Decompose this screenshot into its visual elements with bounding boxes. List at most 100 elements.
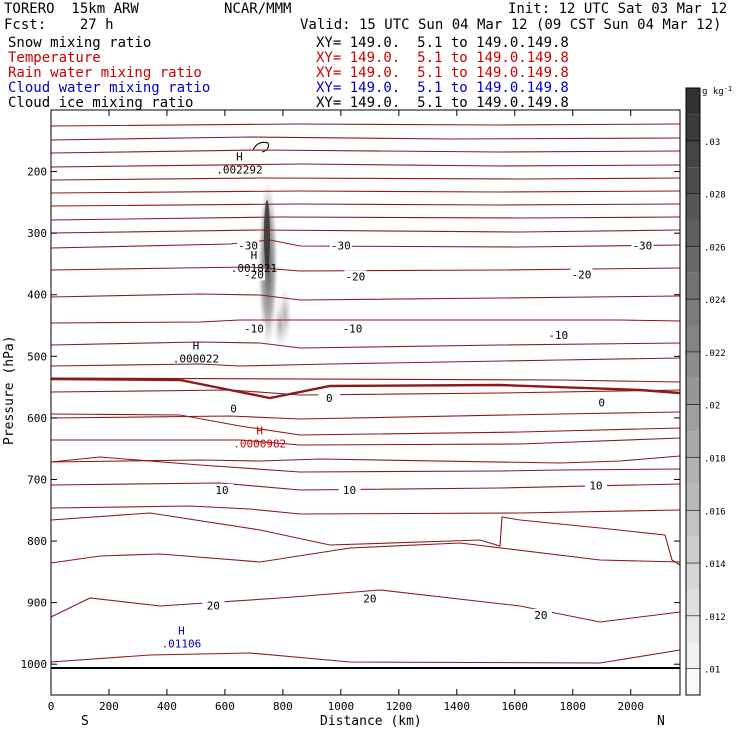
- colorbar-frame: [685, 87, 701, 696]
- field-title-temperature: Temperature: [8, 50, 101, 66]
- colorbar-swatch: [686, 193, 700, 220]
- center-name: NCAR/MMM: [224, 1, 292, 17]
- isotherm-label: 20: [207, 600, 220, 613]
- colorbar-swatch: [686, 563, 700, 590]
- isotherm-line: [50, 293, 681, 301]
- x-tick-label: 0: [48, 700, 55, 713]
- isotherm-label-bg: [547, 328, 570, 341]
- field-title-cloud-water: Cloud water mixing ratio: [8, 80, 211, 96]
- colorbar-tick-label: .02: [704, 402, 720, 412]
- isotherm-line: [50, 456, 681, 473]
- colorbar-swatch: [686, 510, 700, 537]
- isotherm-label-bg: [318, 392, 341, 405]
- isotherm-label-bg: [338, 483, 361, 496]
- isotherm-label: 10: [215, 484, 228, 497]
- isotherm-label: 0: [230, 403, 237, 416]
- isotherm-line: [50, 203, 681, 207]
- isotherm-label: 20: [534, 609, 547, 622]
- isotherm-label: 20: [363, 592, 376, 605]
- y-tick-label: 900: [27, 597, 47, 610]
- extremum-letter: H: [251, 249, 258, 262]
- colorbar-tick-label: .024: [704, 296, 726, 306]
- isotherm-line: [51, 437, 681, 446]
- colorbar-swatch: [686, 114, 700, 141]
- field-title-rain: Rain water mixing ratio: [8, 65, 202, 81]
- isotherm-line: [50, 357, 681, 367]
- colorbar-swatch: [686, 457, 700, 484]
- isotherm-label-bg: [329, 239, 352, 252]
- isotherm-label-bg: [202, 599, 225, 612]
- extremum-value: .001821: [231, 262, 277, 275]
- y-tick-label: 500: [27, 350, 47, 363]
- colorbar-tick-label: .028: [704, 191, 726, 201]
- forecast-hour: Fcst: 27 h: [4, 17, 114, 33]
- x-tick-label: 400: [157, 700, 177, 713]
- isotherm-line: [50, 542, 681, 564]
- extremum-value: .01106: [162, 638, 202, 651]
- isotherm-label: -30: [632, 239, 652, 252]
- isotherm-label-bg: [211, 483, 234, 496]
- isotherm-line: [50, 341, 681, 349]
- colorbar-swatch: [686, 167, 700, 194]
- colorbar-swatch: [686, 325, 700, 352]
- y-tick-label: 200: [27, 166, 47, 179]
- extremum-letter: H: [236, 151, 243, 164]
- x-tick-label: 1800: [560, 700, 587, 713]
- colorbar-swatch: [686, 668, 700, 695]
- isotherm-line: [50, 163, 681, 168]
- x-axis-title: Distance (km): [320, 714, 422, 729]
- x-tick-label: 800: [273, 700, 293, 713]
- isotherm-line: [50, 177, 681, 181]
- x-axis-start-label: S: [81, 714, 89, 729]
- colorbar-tick-label: .026: [704, 243, 726, 253]
- colorbar-swatch: [686, 378, 700, 405]
- extremum-value: .000022: [173, 353, 219, 366]
- x-tick-label: 1200: [386, 700, 413, 713]
- isotherm-label: -20: [345, 270, 365, 283]
- isotherm-line: [50, 123, 681, 127]
- extremum-value: .002292: [216, 164, 262, 177]
- extremum-value: .0000982: [233, 438, 286, 451]
- isotherm-label-bg: [222, 402, 245, 415]
- isotherm-label: -20: [572, 268, 592, 281]
- colorbar-tick-label: .01: [704, 666, 720, 676]
- model-name: TORERO 15km ARW: [4, 1, 139, 17]
- isotherm-label: 10: [343, 484, 356, 497]
- x-tick-label: 2000: [617, 700, 644, 713]
- isotherm-line: [50, 505, 681, 515]
- isotherm-line: [50, 239, 681, 249]
- temperature-contours: [50, 123, 681, 664]
- colorbar: .01 .012 .014 .016 .018 .02 .022 .024 .026 .028 .0…: [685, 87, 726, 696]
- isotherm-label-bg: [529, 608, 552, 621]
- colorbar-swatch: [686, 88, 700, 115]
- isotherm-label: 10: [589, 480, 602, 493]
- isotherm-label: -10: [343, 323, 363, 336]
- isotherm-label-bg: [344, 270, 367, 283]
- colorbar-swatch: [686, 219, 700, 247]
- extremum-letter: H: [178, 625, 185, 638]
- isotherm-line: [50, 413, 681, 436]
- y-tick-label: 1000: [21, 658, 48, 671]
- isotherm-line: [50, 377, 681, 383]
- isotherm-label-bg: [242, 322, 265, 335]
- x-tick-label: 600: [215, 700, 235, 713]
- field-xy-cloud-water: XY= 149.0. 5.1 to 149.0.149.8: [316, 80, 569, 96]
- colorbar-unit: g kg-1: [702, 85, 732, 97]
- init-time: Init: 12 UTC Sat 03 Mar 12: [508, 1, 728, 17]
- isotherm-line: [50, 319, 681, 324]
- isotherm-label: -30: [331, 239, 351, 252]
- colorbar-swatch: [686, 404, 700, 432]
- x-tick-label: 1000: [328, 700, 355, 713]
- isotherm-label-bg: [590, 396, 613, 409]
- plot-frame: [50, 109, 681, 696]
- isotherm-label-bg: [631, 239, 654, 252]
- isotherm-line: [50, 649, 681, 664]
- isotherm-line: [50, 512, 681, 566]
- isotherm-line: [50, 482, 681, 491]
- colorbar-tick-label: .014: [704, 560, 726, 570]
- field-xy-temperature: XY= 149.0. 5.1 to 149.0.149.8: [316, 50, 569, 66]
- isotherm-line: [50, 149, 681, 154]
- colorbar-swatch: [686, 272, 700, 300]
